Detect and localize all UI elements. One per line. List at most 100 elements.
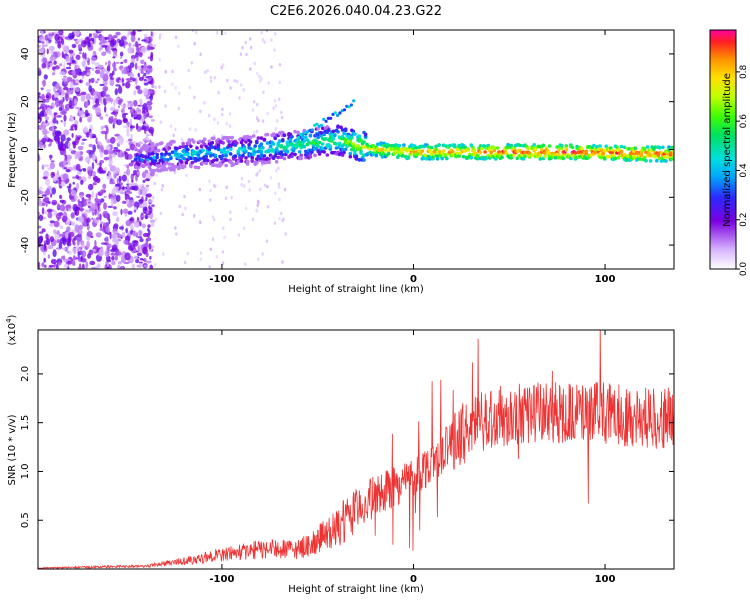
heatmap-cell [141, 184, 145, 187]
heatmap-cell [68, 251, 72, 255]
heatmap-cell [307, 141, 311, 145]
heatmap-cell [281, 152, 285, 157]
heatmap-cell [215, 158, 219, 162]
heatmap-cell [65, 169, 71, 173]
heatmap-cell [96, 217, 100, 221]
heatmap-cell [336, 125, 340, 129]
heatmap-cell [280, 115, 284, 120]
heatmap-cell [66, 62, 72, 65]
heatmap-cell [613, 156, 618, 161]
heatmap-cell [155, 155, 159, 160]
heatmap-cell [144, 162, 149, 167]
heatmap-cell [175, 146, 179, 151]
heatmap-cell [91, 217, 94, 220]
heatmap-cell [110, 97, 113, 105]
heatmap-cell [247, 179, 251, 184]
heatmap-cell [243, 226, 246, 231]
heatmap-cell [379, 141, 383, 145]
heatmap-cell [155, 173, 158, 178]
heatmap-cell [38, 186, 44, 190]
heatmap-cell [119, 51, 124, 57]
heatmap-cell [158, 57, 161, 62]
heatmap-cell [130, 134, 133, 140]
heatmap-cell [504, 145, 509, 150]
heatmap-cell [62, 97, 65, 102]
heatmap-cell [57, 40, 61, 48]
heatmap-cell [55, 263, 59, 269]
heatmap-cell [47, 245, 54, 250]
heatmap-cell [102, 97, 106, 104]
heatmap-cell [178, 145, 182, 149]
heatmap-cell [99, 150, 104, 158]
heatmap-cell [47, 208, 53, 213]
heatmap-cell [99, 83, 105, 87]
heatmap-cell [224, 196, 228, 200]
heatmap-cell [494, 157, 498, 161]
heatmap-cell [111, 260, 116, 266]
heatmap-cell [99, 223, 103, 229]
heatmap-cell [659, 159, 664, 163]
heatmap-cell [443, 153, 448, 157]
heatmap-cell [262, 137, 267, 142]
heatmap-cell [176, 155, 181, 160]
heatmap-cell [340, 153, 345, 157]
heatmap-cell [86, 240, 90, 249]
heatmap-cell [45, 104, 48, 110]
heatmap-cell [348, 154, 353, 159]
heatmap-cell [58, 261, 62, 266]
heatmap-cell [38, 97, 43, 105]
heatmap-cell [68, 183, 72, 189]
heatmap-cell [88, 33, 92, 38]
colorbar: 0.0 0.2 0.4 0.6 0.8 Normalized spectral ampl… [709, 29, 749, 276]
heatmap-cell [639, 153, 644, 158]
heatmap-cell [274, 191, 277, 196]
heatmap-cell [127, 46, 134, 54]
heatmap-cell [186, 251, 189, 256]
heatmap-cell [49, 236, 55, 243]
spectrogram-xtick-label: 100 [595, 274, 616, 285]
heatmap-cell [622, 145, 627, 150]
heatmap-cell [278, 62, 282, 67]
heatmap-cell [49, 220, 55, 224]
heatmap-cell [143, 140, 150, 143]
heatmap-cell [131, 222, 134, 229]
heatmap-cell [139, 238, 144, 243]
heatmap-cell [146, 107, 149, 113]
heatmap-cell [216, 143, 221, 147]
heatmap-cell [85, 209, 90, 213]
heatmap-cell [437, 143, 441, 147]
heatmap-cell [121, 77, 124, 83]
snr-ytick-label: 2.0 [20, 366, 31, 382]
heatmap-cell [144, 169, 149, 174]
heatmap-cell [272, 106, 275, 110]
heatmap-cell [117, 238, 122, 242]
heatmap-cell [38, 261, 41, 269]
heatmap-cell [186, 147, 190, 152]
heatmap-cell [126, 164, 130, 169]
heatmap-cell [247, 143, 251, 147]
heatmap-cell [205, 158, 210, 163]
heatmap-cell [333, 111, 337, 115]
heatmap-cell [124, 58, 128, 64]
heatmap-cell [248, 140, 253, 144]
heatmap-cell [86, 149, 93, 154]
heatmap-cell [146, 67, 151, 75]
heatmap-cell [102, 183, 107, 190]
snr-ticks: -100 0 100 0.5 1.0 1.5 2.0 [20, 330, 674, 585]
heatmap-cell [132, 240, 139, 244]
heatmap-cell [461, 154, 466, 159]
heatmap-cell [645, 145, 650, 149]
heatmap-cell [53, 220, 60, 228]
heatmap-cell [141, 196, 144, 204]
heatmap-cell [48, 224, 54, 227]
heatmap-cell [638, 157, 642, 161]
heatmap-cell [74, 235, 77, 241]
heatmap-cell [109, 77, 115, 80]
heatmap-cell [60, 120, 63, 123]
heatmap-cell [245, 134, 250, 139]
heatmap-cell [167, 162, 172, 166]
heatmap-cell [484, 146, 489, 151]
heatmap-cell [70, 189, 77, 197]
heatmap-cell [133, 255, 139, 260]
heatmap-cell [362, 158, 366, 162]
